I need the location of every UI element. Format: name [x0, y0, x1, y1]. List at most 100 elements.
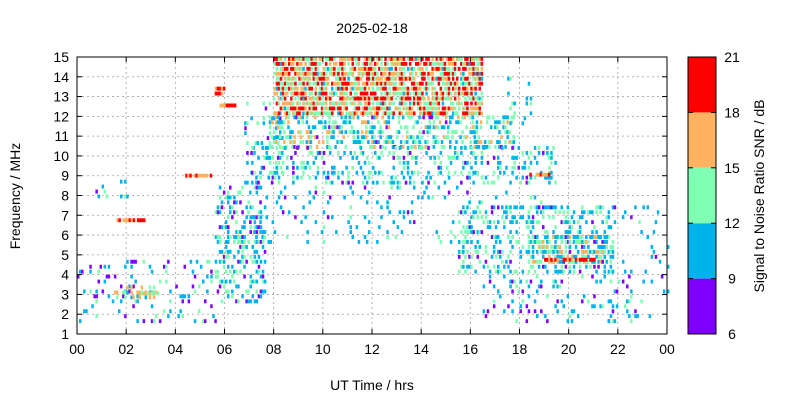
snr-cell	[527, 210, 531, 215]
snr-cell	[562, 304, 565, 309]
snr-cell	[449, 71, 453, 76]
snr-cell	[373, 115, 376, 120]
snr-cell	[419, 71, 422, 76]
snr-cell	[322, 160, 326, 165]
snr-cell	[404, 111, 408, 116]
snr-cell	[310, 71, 313, 76]
snr-cell	[118, 309, 121, 314]
snr-cell	[499, 254, 502, 259]
snr-cell	[476, 249, 479, 254]
snr-cell	[468, 71, 471, 76]
snr-cell	[472, 111, 475, 116]
snr-cell	[316, 170, 320, 175]
snr-cell	[460, 57, 463, 61]
snr-cell	[310, 57, 313, 61]
snr-cell	[293, 115, 296, 120]
snr-cell	[314, 111, 318, 116]
snr-cell	[443, 66, 447, 71]
snr-cell	[388, 195, 391, 200]
snr-cell	[359, 101, 363, 106]
snr-cell	[277, 101, 281, 106]
snr-cell	[475, 140, 479, 144]
snr-cell	[595, 249, 598, 254]
snr-cell	[302, 165, 305, 170]
snr-cell	[564, 230, 568, 234]
snr-cell	[434, 125, 438, 130]
snr-cell	[263, 230, 267, 234]
snr-cell	[120, 194, 123, 199]
y-tick-label: 2	[61, 306, 69, 322]
snr-cell	[412, 125, 415, 130]
snr-cell	[474, 66, 477, 71]
snr-cell	[355, 111, 359, 116]
snr-cell	[466, 160, 469, 165]
snr-cell	[533, 240, 537, 244]
snr-cell	[352, 135, 356, 140]
snr-cell	[558, 249, 561, 254]
snr-cell	[324, 111, 328, 116]
snr-cell	[535, 172, 538, 177]
snr-cell	[472, 151, 475, 155]
snr-cell	[345, 101, 348, 106]
snr-cell	[451, 106, 455, 111]
snr-cell	[297, 115, 300, 120]
snr-cell	[237, 299, 240, 304]
snr-cell	[224, 279, 228, 284]
snr-cell	[365, 120, 368, 125]
snr-cell	[548, 254, 551, 259]
snr-cell	[462, 245, 465, 249]
snr-cell	[466, 190, 469, 195]
snr-cell	[527, 269, 531, 274]
snr-cell	[581, 257, 584, 262]
snr-cell	[585, 240, 588, 244]
snr-cell	[314, 76, 318, 81]
snr-cell	[535, 160, 539, 165]
snr-cell	[349, 57, 352, 61]
snr-cell	[435, 230, 438, 234]
snr-cell	[277, 96, 281, 101]
snr-cell	[374, 61, 377, 66]
snr-cell	[376, 71, 379, 76]
snr-cell	[470, 225, 473, 230]
snr-cell	[257, 155, 260, 160]
snr-cell	[419, 101, 422, 106]
snr-cell	[365, 130, 368, 135]
snr-cell	[449, 155, 453, 160]
snr-cell	[296, 91, 299, 96]
snr-cell	[345, 81, 348, 86]
x-tick-label: 08	[266, 341, 282, 357]
snr-cell	[511, 235, 514, 239]
snr-cell	[390, 101, 393, 106]
snr-cell	[464, 160, 467, 165]
colorbar-band	[688, 112, 716, 168]
snr-cell	[367, 190, 371, 195]
snr-cell	[496, 140, 499, 144]
snr-cell	[227, 264, 230, 269]
snr-cell	[340, 125, 343, 130]
snr-cell	[380, 170, 383, 175]
snr-cell	[244, 126, 247, 131]
snr-cell	[488, 269, 492, 274]
snr-cell	[568, 257, 572, 262]
snr-cell	[531, 259, 535, 264]
snr-cell	[453, 71, 457, 76]
snr-cell	[488, 115, 491, 120]
snr-cell	[447, 130, 450, 135]
snr-cell	[105, 194, 109, 199]
snr-cell	[615, 289, 619, 294]
snr-cell	[349, 101, 352, 106]
snr-cell	[433, 160, 436, 165]
snr-cell	[425, 151, 428, 155]
snr-cell	[431, 195, 434, 200]
snr-cell	[460, 170, 463, 175]
snr-cell	[568, 264, 572, 269]
snr-cell	[406, 165, 410, 170]
snr-cell	[247, 289, 250, 294]
snr-cell	[424, 125, 427, 130]
snr-cell	[324, 86, 328, 91]
snr-cell	[470, 111, 473, 116]
snr-cell	[302, 57, 305, 61]
snr-cell	[397, 130, 401, 135]
snr-cell	[437, 101, 441, 106]
snr-cell	[382, 96, 385, 101]
